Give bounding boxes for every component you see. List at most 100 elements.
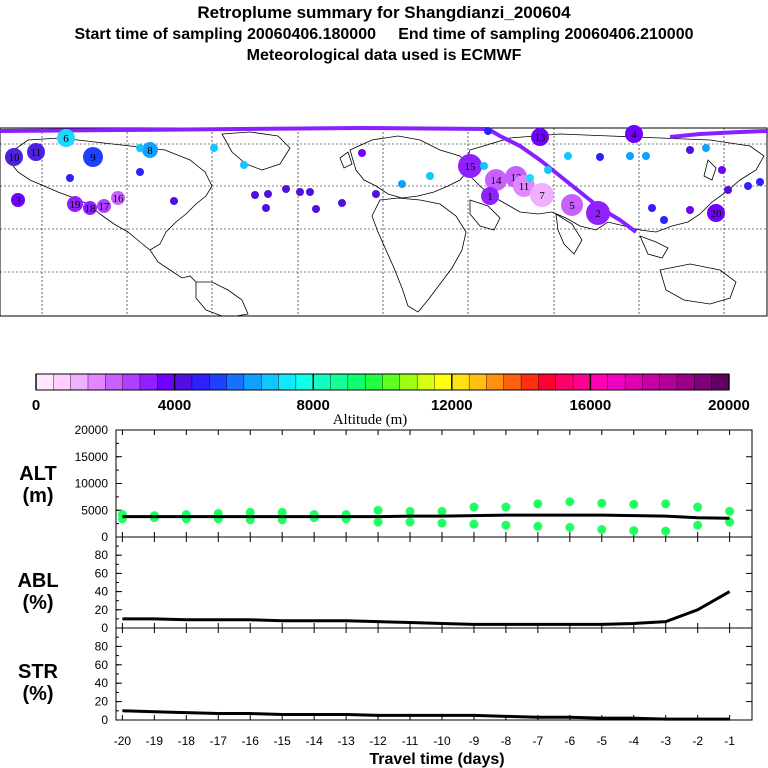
plume-dot-small	[626, 152, 634, 160]
plume-dot-label: 12	[511, 172, 522, 184]
y-tick-label: 20	[95, 603, 109, 617]
plume-dot-small	[686, 206, 694, 214]
colorbar-swatch	[122, 373, 141, 391]
panel-unit-abl: (%)	[22, 592, 53, 614]
x-tick-label: -13	[337, 734, 355, 748]
map-gridlines	[0, 128, 767, 316]
altitude-point	[469, 519, 479, 529]
plume-dot-small	[484, 127, 492, 135]
x-tick-label: -20	[114, 734, 132, 748]
colorbar-swatch	[139, 373, 158, 391]
x-tick-label: -4	[628, 734, 639, 748]
plume-dot-small	[282, 185, 290, 193]
plume-dot	[142, 142, 158, 158]
x-tick-label: -10	[433, 734, 451, 748]
plume-dot-label: 3	[15, 195, 21, 207]
x-tick-label: -15	[274, 734, 292, 748]
plume-dot	[67, 196, 83, 212]
colorbar-swatch	[676, 373, 695, 391]
plume-dot-small	[660, 216, 668, 224]
plume-dot-label: 11	[31, 147, 42, 159]
plume-dot	[83, 201, 97, 215]
altitude-point	[373, 505, 383, 515]
plume-dot-label: 5	[569, 200, 575, 212]
altitude-colorbar	[35, 373, 730, 391]
colorbar-swatch	[711, 373, 730, 391]
plume-dot-label: 14	[491, 175, 503, 187]
plume-dot-small	[480, 162, 488, 170]
y-tick-label: 20	[95, 695, 109, 709]
colorbar-swatch	[243, 373, 262, 391]
colorbar-swatch	[486, 373, 505, 391]
plume-dot-small	[136, 144, 144, 152]
colorbar-swatch	[209, 373, 228, 391]
plume-dot	[707, 204, 725, 222]
colorbar-swatch	[503, 373, 522, 391]
altitude-point	[629, 499, 639, 509]
altitude-point	[693, 502, 703, 512]
y-tick-label: 80	[95, 548, 109, 562]
panel-frame-str	[115, 627, 753, 721]
plume-dot-small	[306, 188, 314, 196]
colorbar-swatch	[572, 373, 591, 391]
y-tick-label: 20000	[75, 423, 109, 437]
x-tick-label: -9	[469, 734, 480, 748]
plume-dot-label: 20	[711, 208, 723, 220]
colorbar-swatch	[295, 373, 314, 391]
y-tick-label: 40	[95, 676, 109, 690]
altitude-point	[725, 506, 735, 516]
colorbar-swatch	[364, 373, 383, 391]
plume-dot-small	[724, 186, 732, 194]
colorbar-swatch	[226, 373, 245, 391]
plume-dot-small	[426, 172, 434, 180]
plume-dot-label: 7	[539, 190, 545, 202]
plume-dot-label: 16	[113, 193, 125, 205]
altitude-point	[501, 520, 511, 530]
plume-dot	[458, 154, 482, 178]
colorbar-swatch	[555, 373, 574, 391]
x-tick-label: -18	[178, 734, 196, 748]
colorbar-swatch	[157, 373, 176, 391]
abl-line	[122, 590, 731, 626]
plume-dot-small	[251, 191, 259, 199]
colorbar-swatch	[468, 373, 487, 391]
plume-dot-label: 8	[147, 145, 153, 157]
plume-dot-label: 19	[70, 199, 82, 211]
altitude-point	[565, 522, 575, 532]
plume-dot-label: 17	[99, 201, 111, 213]
altitude-point	[725, 517, 735, 527]
colorbar-swatch	[451, 373, 470, 391]
plume-dot-small	[702, 144, 710, 152]
altitude-point	[437, 506, 447, 516]
time-series-panels: 05000100001500020000ALT(m)020406080ABL(%…	[17, 423, 753, 748]
plume-dot	[5, 148, 23, 166]
colorbar-swatch	[520, 373, 539, 391]
colorbar-swatch	[538, 373, 557, 391]
altitude-point	[437, 518, 447, 528]
altitude-point	[565, 497, 575, 507]
altitude-point	[629, 526, 639, 536]
plume-dot-small	[240, 161, 248, 169]
colorbar-swatch	[399, 373, 418, 391]
colorbar-swatch	[278, 373, 297, 391]
plume-dot-small	[398, 180, 406, 188]
panel-label-str: STR	[18, 661, 59, 683]
plume-dot-small	[264, 190, 272, 198]
x-axis-label: Travel time (days)	[369, 751, 504, 768]
colorbar-swatch	[694, 373, 713, 391]
plume-dot	[111, 191, 125, 205]
colorbar-swatch	[191, 373, 210, 391]
plume-dot-label: 11	[519, 181, 530, 193]
panel-label-abl: ABL	[17, 570, 58, 592]
plume-dot	[561, 194, 583, 216]
plume-dot	[97, 199, 111, 213]
start-time-label: Start time of sampling 20060406.180000	[74, 26, 377, 43]
x-tick-label: -3	[660, 734, 671, 748]
plume-dot	[485, 169, 507, 191]
plume-dot-small	[686, 146, 694, 154]
title-line-3: Meteorological data used is ECMWF	[246, 47, 522, 64]
y-tick-label: 5000	[81, 503, 108, 517]
colorbar-tick-label: 0	[32, 397, 40, 414]
